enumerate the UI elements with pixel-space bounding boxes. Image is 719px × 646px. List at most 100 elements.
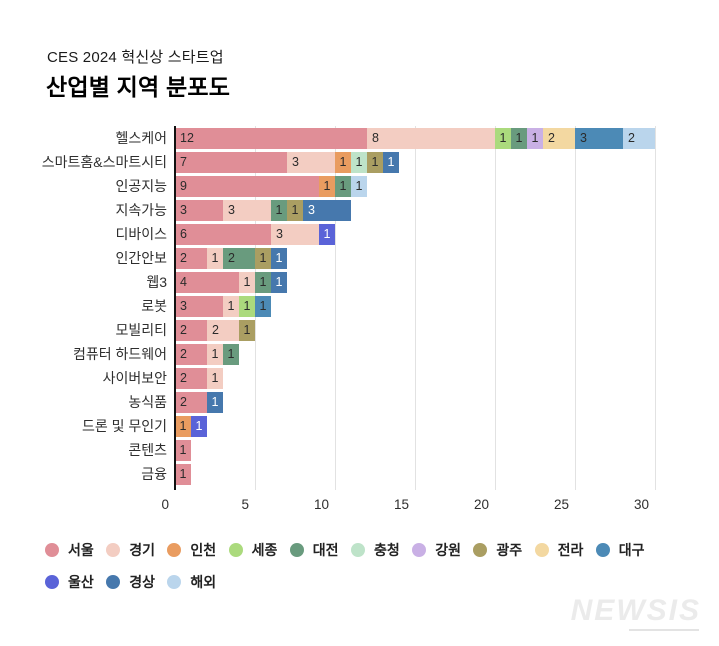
newsis-watermark: NEWSIS	[570, 594, 701, 627]
bar-segment-서울[interactable]: 1	[175, 440, 191, 461]
bar-segment-해외[interactable]: 1	[351, 176, 367, 197]
legend-swatch-icon	[45, 543, 59, 557]
chart-subtitle: CES 2024 혁신상 스타트업	[47, 49, 224, 66]
legend-item-대전[interactable]: 대전	[289, 542, 339, 558]
bar-segment-서울[interactable]: 6	[175, 224, 271, 245]
x-tick-label: 10	[313, 497, 329, 512]
category-label: 헬스케어	[115, 130, 167, 146]
bar-segment-울산[interactable]: 1	[191, 416, 207, 437]
legend-item-대구[interactable]: 대구	[595, 542, 645, 558]
y-axis-line	[174, 126, 176, 490]
bar-헬스케어: 12 8 1 1 1 2 3 2	[175, 128, 655, 149]
category-label: 스마트홈&스마트시티	[41, 154, 167, 170]
gridline-x-10	[335, 126, 336, 490]
bar-segment-경상[interactable]: 1	[383, 152, 399, 173]
legend-item-해외[interactable]: 해외	[167, 574, 216, 590]
bar-segment-전라[interactable]: 2	[543, 128, 575, 149]
legend-item-광주[interactable]: 광주	[473, 542, 522, 558]
bar-segment-서울[interactable]: 9	[175, 176, 319, 197]
bar-segment-경기[interactable]: 3	[271, 224, 319, 245]
category-label: 사이버보안	[102, 370, 167, 386]
legend-label: 대구	[618, 542, 645, 558]
legend-item-충청[interactable]: 충청	[351, 542, 400, 558]
bar-segment-대구[interactable]: 3	[575, 128, 623, 149]
legend-item-경기[interactable]: 경기	[106, 542, 155, 558]
bar-segment-서울[interactable]: 2	[175, 320, 207, 341]
bar-segment-경상[interactable]: 1	[207, 392, 223, 413]
bar-segment-대전[interactable]: 1	[271, 200, 287, 221]
bar-segment-경기[interactable]: 8	[367, 128, 495, 149]
legend-swatch-icon	[167, 543, 182, 557]
category-label: 로봇	[141, 298, 167, 314]
legend-label: 대전	[312, 542, 339, 558]
bar-segment-대구[interactable]: 1	[255, 296, 271, 317]
bar-segment-인천[interactable]: 1	[175, 416, 191, 437]
bar-segment-울산[interactable]: 1	[319, 224, 335, 245]
legend-item-세종[interactable]: 세종	[228, 542, 277, 558]
bar-segment-세종[interactable]: 1	[495, 128, 511, 149]
legend-swatch-icon	[412, 543, 427, 557]
bar-segment-경기[interactable]: 1	[207, 368, 223, 389]
bar-segment-대전[interactable]: 1	[223, 344, 239, 365]
bar-segment-인천[interactable]: 1	[335, 152, 351, 173]
bar-segment-서울[interactable]: 2	[175, 248, 207, 269]
legend-item-강원[interactable]: 강원	[412, 542, 461, 558]
bar-segment-충청[interactable]: 1	[351, 152, 367, 173]
bar-segment-해외[interactable]: 2	[623, 128, 655, 149]
bar-segment-경기[interactable]: 3	[287, 152, 335, 173]
bar-segment-강원[interactable]: 1	[527, 128, 543, 149]
bar-segment-광주[interactable]: 1	[287, 200, 303, 221]
bar-segment-경기[interactable]: 1	[239, 272, 255, 293]
bar-segment-서울[interactable]: 2	[175, 344, 207, 365]
bar-segment-서울[interactable]: 3	[175, 296, 223, 317]
bar-segment-경기[interactable]: 3	[223, 200, 271, 221]
bar-segment-서울[interactable]: 2	[175, 368, 207, 389]
bar-segment-서울[interactable]: 3	[175, 200, 223, 221]
legend-label: 인천	[190, 542, 217, 558]
category-label: 모빌리티	[115, 322, 167, 338]
bar-segment-경상[interactable]: 3	[303, 200, 351, 221]
legend-label: 해외	[190, 574, 217, 590]
legend-item-경상[interactable]: 경상	[106, 574, 155, 590]
legend-label: 경상	[129, 574, 155, 590]
bar-segment-세종[interactable]: 1	[239, 296, 255, 317]
legend-item-전라[interactable]: 전라	[534, 542, 584, 558]
bar-segment-경기[interactable]: 1	[207, 344, 223, 365]
page-title: 산업별 지역 분포도	[46, 74, 231, 100]
bar-segment-경상[interactable]: 1	[271, 248, 287, 269]
bar-segment-경기[interactable]: 2	[207, 320, 239, 341]
category-label: 금융	[141, 466, 167, 482]
bar-segment-대전[interactable]: 1	[335, 176, 351, 197]
bar-segment-서울[interactable]: 1	[175, 464, 191, 485]
bar-segment-경기[interactable]: 1	[207, 248, 223, 269]
legend-item-서울[interactable]: 서울	[45, 542, 94, 558]
bar-segment-광주[interactable]: 1	[367, 152, 383, 173]
x-tick-label: 0	[161, 497, 169, 512]
bar-컴퓨터 하드웨어: 211	[175, 344, 239, 365]
legend-label: 울산	[68, 574, 94, 590]
bar-segment-대전[interactable]: 1	[255, 272, 271, 293]
bar-segment-인천[interactable]: 1	[319, 176, 335, 197]
category-label: 웹3	[146, 274, 167, 290]
bar-segment-서울[interactable]: 12	[175, 128, 367, 149]
bar-segment-서울[interactable]: 2	[175, 392, 207, 413]
bar-segment-대전[interactable]: 1	[511, 128, 527, 149]
legend-item-인천[interactable]: 인천	[167, 542, 216, 558]
x-tick-label: 20	[473, 497, 489, 512]
legend-label: 전라	[557, 542, 584, 558]
bar-segment-서울[interactable]: 7	[175, 152, 287, 173]
bar-segment-대전[interactable]: 2	[223, 248, 255, 269]
bar-segment-서울[interactable]: 4	[175, 272, 239, 293]
legend-item-울산[interactable]: 울산	[45, 574, 94, 590]
bar-segment-광주[interactable]: 1	[255, 248, 271, 269]
legend-swatch-icon	[45, 575, 59, 589]
bar-segment-경상[interactable]: 1	[271, 272, 287, 293]
bar-segment-광주[interactable]: 1	[239, 320, 255, 341]
legend-swatch-icon	[167, 575, 182, 589]
category-label: 콘텐츠	[128, 442, 167, 458]
bar-segment-경기[interactable]: 1	[223, 296, 239, 317]
